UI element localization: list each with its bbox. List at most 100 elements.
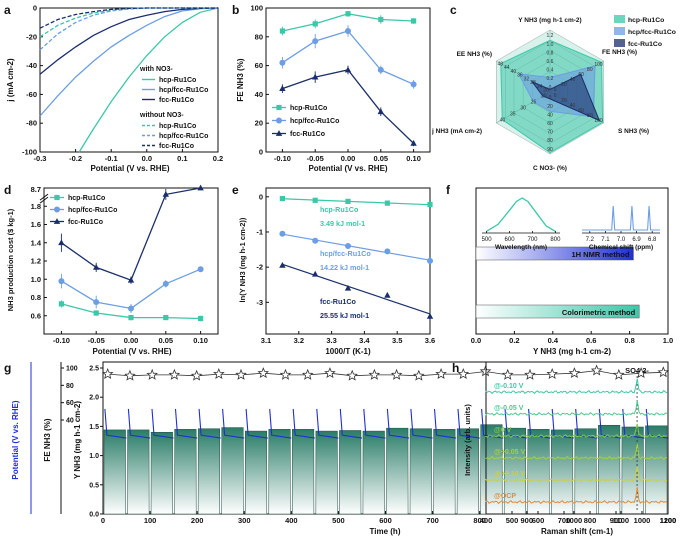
panel-h-spectrum — [485, 444, 668, 461]
panel-f-nmr-xlabel: Chemical shift (ppm) — [589, 244, 653, 251]
panel-b-point — [279, 85, 286, 92]
panel-c-tick-label: 40 — [511, 69, 517, 75]
panel-g-bar — [456, 428, 479, 515]
panel-letter-b: b — [232, 3, 239, 17]
panel-e-activation-energy: 3.49 kJ mol-1 — [320, 219, 365, 228]
panel-e-point — [344, 284, 352, 291]
panel-b-point — [377, 66, 384, 73]
panel-letter-a: a — [4, 3, 11, 17]
panel-d-point — [128, 314, 134, 321]
panel-b-point — [345, 28, 351, 35]
panel-b-ytick-label: 0 — [259, 148, 263, 157]
panel-d-legend-label: fcc-Ru1Co — [68, 219, 103, 226]
panel-b-point — [410, 139, 417, 146]
panel-g-fe-star — [257, 367, 269, 379]
panel-d-point — [127, 276, 135, 283]
panel-f-xtick-label: 0.2 — [509, 336, 519, 345]
panel-b-xtick-label: -0.05 — [307, 154, 324, 163]
panel-g-xtick-label: 400 — [285, 516, 298, 525]
panel-b-point — [312, 21, 318, 27]
panel-d-xtick-label: 0.10 — [193, 336, 208, 345]
panel-c-tick-label: 80 — [587, 113, 593, 119]
panel-c-legend-label: hcp/fcc-Ru1Co — [628, 29, 676, 36]
panel-f-nmr-tick-label: 7.1 — [601, 237, 610, 243]
panel-h-ylabel: Intensity (arb. units) — [463, 404, 472, 476]
panel-e-point — [279, 195, 285, 202]
panel-g-bar — [409, 428, 432, 515]
panel-h-xtick-label: 1000 — [634, 516, 651, 525]
panel-e-point — [426, 313, 434, 319]
panel-e-point — [384, 200, 390, 206]
panel-f-xtick-label: 0.8 — [624, 336, 634, 345]
panel-g-bar — [433, 429, 456, 515]
panel-a-curve — [39, 7, 219, 117]
panel-a-xtick-label: -0.1 — [105, 154, 118, 163]
panel-h-spectrum — [485, 400, 668, 416]
panel-g-xtick-label: 1200 — [660, 516, 677, 525]
panel-h-peak-label: SO4 2- — [625, 366, 649, 375]
panel-f-nmr-tick-label: 7.2 — [586, 237, 595, 243]
panel-c-tick-label: 40 — [570, 103, 576, 109]
panel-g-bar — [197, 428, 220, 515]
panel-d-point — [198, 315, 204, 322]
panel-e-xtick-label: 3.3 — [326, 336, 336, 345]
panel-b-point — [377, 108, 384, 115]
panel-c-tick-label: 0 — [554, 93, 557, 99]
panel-d-legend-marker — [54, 206, 60, 213]
panel-d-point — [58, 239, 65, 246]
panel-a-curve — [78, 7, 219, 153]
panel-b-xtick-label: 0.05 — [373, 154, 388, 163]
panel-d-point — [162, 280, 169, 287]
panel-letter-e: e — [232, 183, 239, 197]
panel-c-axis-label: j NH3 (mA cm-2) — [431, 128, 482, 135]
panel-a-xlabel: Potential (V vs. RHE) — [90, 164, 169, 173]
panel-g-xtick-label: 1100 — [613, 516, 629, 525]
panel-g-bar — [103, 429, 126, 515]
panel-g-fe-star — [568, 367, 581, 379]
panel-e-point — [427, 257, 433, 264]
panel-c-axis-label: EE NH3 (%) — [457, 51, 492, 58]
panel-g-fe-star — [590, 364, 603, 376]
panel-h-series-label: @-0.10 V — [494, 383, 524, 390]
panel-e-point — [345, 243, 351, 250]
panel-c-tick-label: 1.2 — [547, 33, 554, 39]
panel-h-spectrum — [485, 466, 668, 483]
panel-d-legend-marker — [54, 194, 60, 201]
panel-c-tick-label: 80 — [587, 67, 593, 73]
panel-b-legend-marker — [275, 130, 283, 136]
panel-d-point — [93, 263, 100, 270]
panel-a-xtick-label: 0.1 — [177, 154, 187, 163]
panel-h-series-label: @+0.10 V — [494, 471, 525, 478]
panel-c-tick-label: 25 — [531, 100, 537, 106]
panel-f-bar — [475, 246, 634, 261]
panel-letter-g: g — [4, 361, 11, 375]
panel-d-xtick-label: 0.00 — [124, 336, 139, 345]
panel-g-fe-star — [524, 368, 536, 380]
panel-d-ytick-label: 1.4 — [31, 238, 42, 247]
panel-g-bar — [339, 430, 362, 515]
panel-g-fe-star — [146, 368, 158, 380]
panel-b-legend-marker — [276, 104, 282, 111]
panel-letter-c: c — [450, 3, 457, 17]
panel-g-fe-star — [324, 367, 336, 379]
panel-c-legend-label: hcp-Ru1Co — [628, 17, 664, 24]
panel-c-tick-label: 0.6 — [547, 59, 554, 65]
panel-e-activation-energy: 14.22 kJ mol-1 — [320, 263, 369, 272]
panel-d-axis-break — [39, 193, 49, 201]
panel-d-axis-break — [39, 196, 49, 204]
panel-c-tick-label: 0 — [549, 85, 552, 91]
panel-f-xtick-label: 0.4 — [548, 336, 559, 345]
panel-d-ytick-label: 1.8 — [31, 202, 41, 211]
panel-h-xtick-label: 400 — [480, 516, 493, 525]
panel-h-xtick-label: 800 — [584, 516, 597, 525]
panel-g-yield-tick-label: 0.5 — [89, 482, 99, 489]
panel-c-axis-label: S NH3 (%) — [618, 128, 649, 135]
panel-c-tick-label: 40 — [500, 117, 506, 123]
panel-a-legend-label: fcc-Ru1Co — [159, 97, 194, 104]
panel-f-nmr-curve — [582, 205, 660, 231]
panel-h-spectrum — [485, 487, 668, 505]
panel-letter-h: h — [452, 361, 459, 375]
panel-b-ytick-label: 20 — [255, 119, 263, 128]
panel-g-xtick-label: 900 — [520, 516, 533, 525]
panel-h-xlabel: Raman shift (cm-1) — [541, 527, 613, 536]
